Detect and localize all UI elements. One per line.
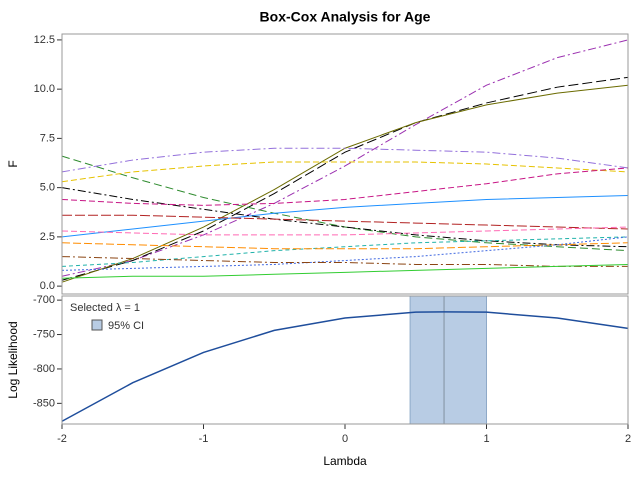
x-tick-label: 0 — [342, 433, 348, 445]
y-tick-label: 5.0 — [40, 182, 55, 194]
y-tick-label: 0.0 — [40, 280, 55, 292]
y-tick-label: 2.5 — [40, 231, 55, 243]
plot-frame — [61, 295, 629, 425]
x-tick-label: -1 — [199, 433, 209, 445]
y-tick-label: -750 — [33, 328, 55, 340]
series-line — [61, 226, 629, 236]
legend-label: 95% CI — [108, 320, 144, 332]
series-line — [61, 167, 629, 206]
series-line — [61, 242, 629, 250]
y-tick-label: -700 — [33, 294, 55, 306]
y-tick-label: -850 — [33, 397, 55, 409]
series-line — [62, 214, 629, 230]
y-axis-title: Log Likelihood — [6, 321, 20, 398]
y-tick-label: 10.0 — [34, 83, 55, 95]
x-tick-label: -2 — [57, 433, 67, 445]
x-axis-title: Lambda — [323, 454, 367, 468]
series-line — [61, 161, 629, 183]
series-line — [61, 147, 629, 173]
series-line — [61, 76, 629, 281]
y-tick-label: 12.5 — [34, 34, 55, 46]
series-line — [61, 155, 629, 252]
series-line — [61, 84, 629, 283]
y-axis-title: F — [6, 160, 20, 167]
chart-title: Box-Cox Analysis for Age — [260, 9, 431, 25]
series-line — [61, 236, 629, 267]
series-line — [61, 263, 629, 279]
series-line — [61, 256, 628, 267]
series-line — [61, 187, 629, 248]
legend-annotation: Selected λ = 1 — [70, 302, 140, 314]
y-tick-label: 7.5 — [40, 132, 55, 144]
x-tick-label: 1 — [483, 433, 489, 445]
series-line — [61, 311, 629, 422]
plot-frame — [61, 33, 629, 295]
y-tick-label: -800 — [33, 363, 55, 375]
series-line — [61, 39, 629, 277]
series-line — [61, 195, 629, 238]
ci-band — [409, 295, 487, 425]
legend-swatch — [91, 319, 103, 331]
x-tick-label: 2 — [625, 433, 631, 445]
series-line — [61, 236, 629, 271]
